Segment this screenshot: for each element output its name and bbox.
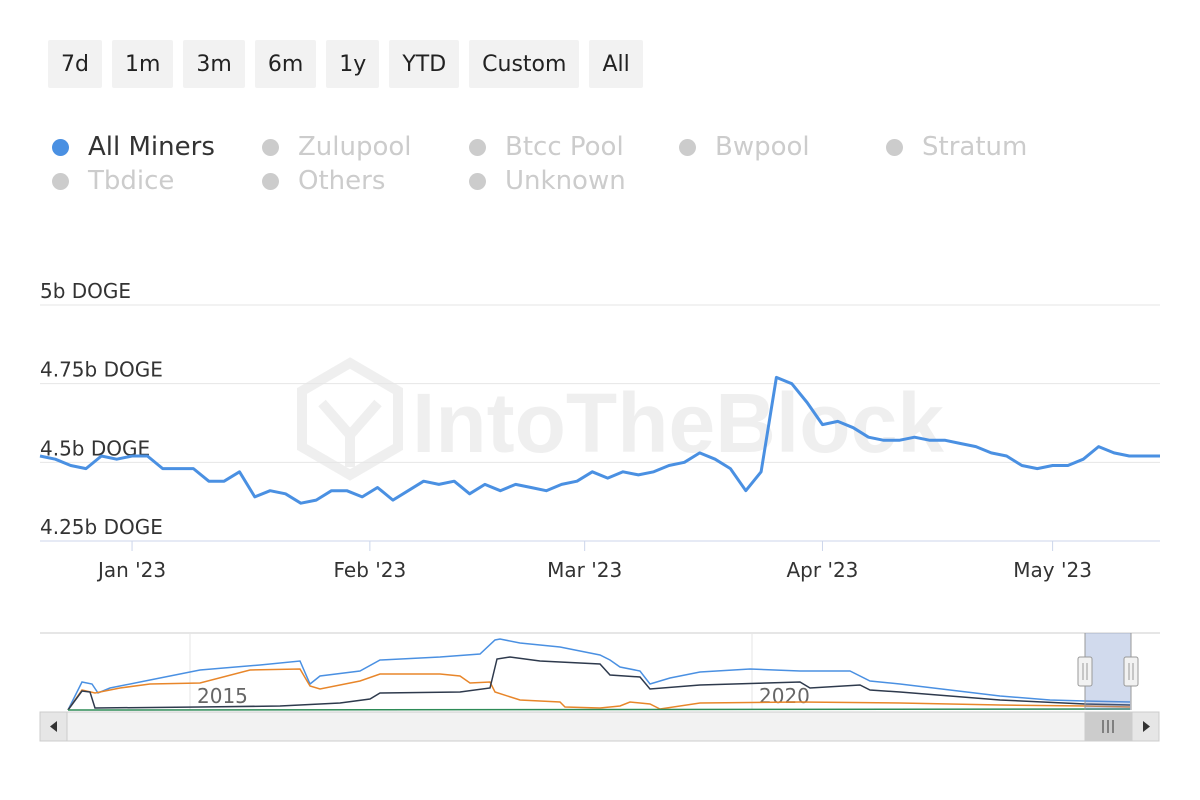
grid-lines [40,304,1160,463]
range-button-6m[interactable]: 6m [254,40,317,88]
legend-label: Unknown [505,166,626,196]
legend-label: Tbdice [88,166,175,196]
legend-item-btcc-pool[interactable]: Btcc Pool [469,132,624,162]
navigator-selection-mask[interactable] [1085,633,1131,710]
legend-item-others[interactable]: Others [262,166,385,196]
legend-dot-icon [469,138,486,156]
series-line-all-miners [39,375,1160,505]
y-tick-label: 4.75b DOGE [40,358,163,382]
x-tick-label: Jan '23 [96,558,166,582]
range-button-1y[interactable]: 1y [326,40,380,88]
legend-label: Btcc Pool [505,132,624,162]
x-axis-labels: Jan '23 Feb '23 Mar '23 Apr '23 May '23 [96,558,1092,582]
navigator-label-2015: 2015 [197,684,248,708]
legend-item-stratum[interactable]: Stratum [886,132,1027,162]
arrow-right-icon [1143,721,1150,732]
legend-dot-icon [886,138,903,156]
legend-item-unknown[interactable]: Unknown [469,166,626,196]
range-button-7d[interactable]: 7d [48,40,102,88]
x-tick-label: Feb '23 [334,558,407,582]
arrow-left-icon [50,721,57,732]
range-button-all[interactable]: All [589,40,643,88]
navigator: 2015 2020 [40,632,1160,711]
legend-dot-icon [52,172,69,190]
x-tick-label: Apr '23 [787,558,859,582]
navigator-handle-right[interactable] [1123,656,1139,687]
legend-dot-icon [679,138,696,156]
x-tick-label: Mar '23 [547,558,622,582]
legend-dot-icon [52,138,69,156]
x-tick-label: May '23 [1013,558,1092,582]
y-tick-label: 4.25b DOGE [40,515,163,539]
range-button-custom[interactable]: Custom [469,40,580,88]
range-button-ytd[interactable]: YTD [389,40,460,88]
legend-item-zulupool[interactable]: Zulupool [262,132,412,162]
range-selector: 7d 1m 3m 6m 1y YTD Custom All [48,40,643,88]
scrollbar[interactable] [39,711,1160,742]
legend-label: Stratum [922,132,1028,162]
range-button-3m[interactable]: 3m [183,40,245,88]
legend-dot-icon [469,172,486,190]
navigator-series-green [67,708,1131,711]
navigator-series-dark [67,656,1131,711]
svg-text:IntoTheBlock: IntoTheBlock [412,376,944,470]
navigator-label-2020: 2020 [759,684,810,708]
legend-label: Others [298,166,386,196]
watermark: IntoTheBlock [297,357,944,481]
navigator-series-orange [67,668,1131,711]
y-tick-label: 5b DOGE [40,279,131,303]
legend-label: Zulupool [298,132,412,162]
legend-item-all-miners[interactable]: All Miners [52,132,215,162]
navigator-handle-left[interactable] [1077,656,1093,687]
legend-label: Bwpool [715,132,810,162]
range-button-1m[interactable]: 1m [111,40,174,88]
legend-dot-icon [262,138,279,156]
scrollbar-track[interactable] [39,711,1160,742]
legend-item-bwpool[interactable]: Bwpool [679,132,810,162]
legend-label: All Miners [88,132,215,162]
legend-dot-icon [262,172,279,190]
navigator-series-blue [67,638,1131,711]
x-axis-ticks [131,541,1054,551]
legend-item-tbdice[interactable]: Tbdice [52,166,174,196]
